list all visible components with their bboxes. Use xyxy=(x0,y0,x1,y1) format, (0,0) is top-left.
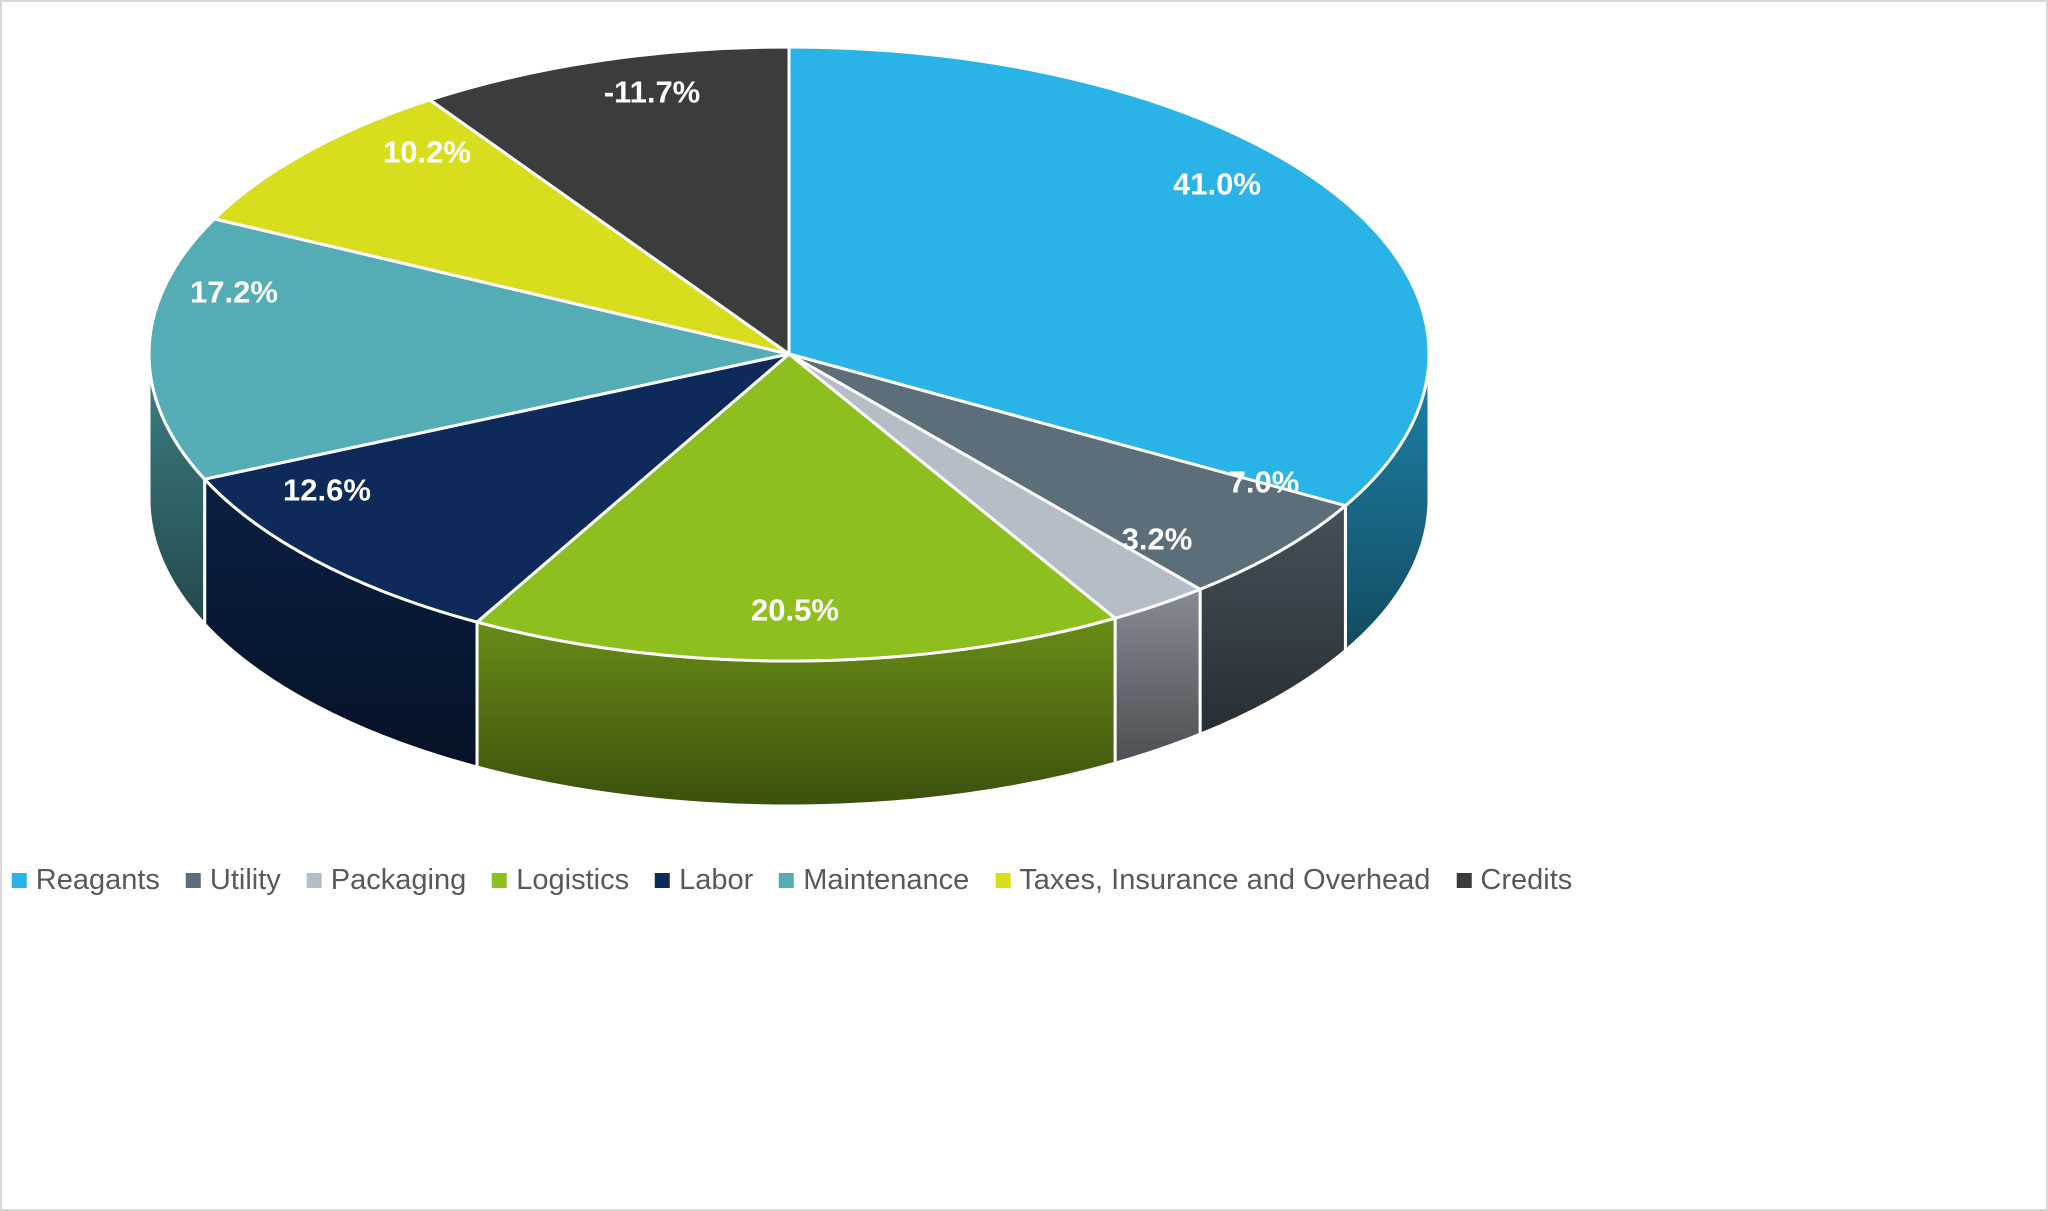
legend-swatch-logistics xyxy=(492,872,508,888)
legend-swatch-taxes-insurance-and-overhead xyxy=(995,872,1011,888)
slice-value-label-logistics: 20.5% xyxy=(751,593,839,628)
pie-slice-utility xyxy=(787,352,1347,591)
pie-slice-logistics xyxy=(475,352,1117,663)
slice-value-label-maintenance: 17.2% xyxy=(190,275,278,310)
legend-item-labor: Labor xyxy=(655,863,754,896)
legend-swatch-reagants xyxy=(11,872,27,888)
legend-swatch-utility xyxy=(185,872,201,888)
legend-item-logistics: Logistics xyxy=(492,863,630,896)
legend-item-reagants: Reagants xyxy=(11,863,160,896)
slice-value-label-utility: 7.0% xyxy=(1229,465,1300,500)
legend-item-taxes-insurance-and-overhead: Taxes, Insurance and Overhead xyxy=(995,863,1431,896)
legend-label-utility: Utility xyxy=(209,863,281,896)
slice-value-label-packaging: 3.2% xyxy=(1122,522,1193,557)
slice-value-label-credits: -11.7% xyxy=(604,75,701,110)
legend-swatch-labor xyxy=(655,872,671,888)
legend-label-labor: Labor xyxy=(679,863,754,896)
legend-item-maintenance: Maintenance xyxy=(779,863,970,896)
pie-value-labels: 41.0% 7.0% 3.2% 20.5% 12.6% 17.2% 10.2% -11.7% xyxy=(190,75,1299,628)
pie-slice-credits xyxy=(428,45,791,356)
legend-swatch-maintenance xyxy=(779,872,795,888)
legend-label-packaging: Packaging xyxy=(330,863,467,896)
legend-item-packaging: Packaging xyxy=(306,863,467,896)
legend-item-utility: Utility xyxy=(185,863,281,896)
pie-side-walls xyxy=(147,352,1431,808)
pie-slice-maintenance xyxy=(147,217,791,481)
legend-item-credits: Credits xyxy=(1456,863,1573,896)
slice-value-label-reagants: 41.0% xyxy=(1173,167,1261,202)
legend-label-credits: Credits xyxy=(1480,863,1573,896)
slice-value-label-taxes-insurance-and-overhead: 10.2% xyxy=(383,135,471,170)
legend-swatch-credits xyxy=(1456,872,1472,888)
pie-slice-taxes-insurance-and-overhead xyxy=(212,98,791,356)
legend-label-logistics: Logistics xyxy=(516,863,630,896)
slice-value-label-labor: 12.6% xyxy=(283,473,371,508)
legend-swatch-packaging xyxy=(306,872,322,888)
pie-slice-reagants xyxy=(787,45,1431,508)
legend-label-maintenance: Maintenance xyxy=(803,863,970,896)
chart-legend: Reagants Utility Packaging Logistics Labor Ma… xyxy=(11,858,1573,902)
pie-slice-labor xyxy=(203,352,791,624)
pie-top-faces xyxy=(147,45,1431,663)
legend-label-reagants: Reagants xyxy=(35,863,160,896)
legend-label-taxes-insurance-and-overhead: Taxes, Insurance and Overhead xyxy=(1019,863,1431,896)
